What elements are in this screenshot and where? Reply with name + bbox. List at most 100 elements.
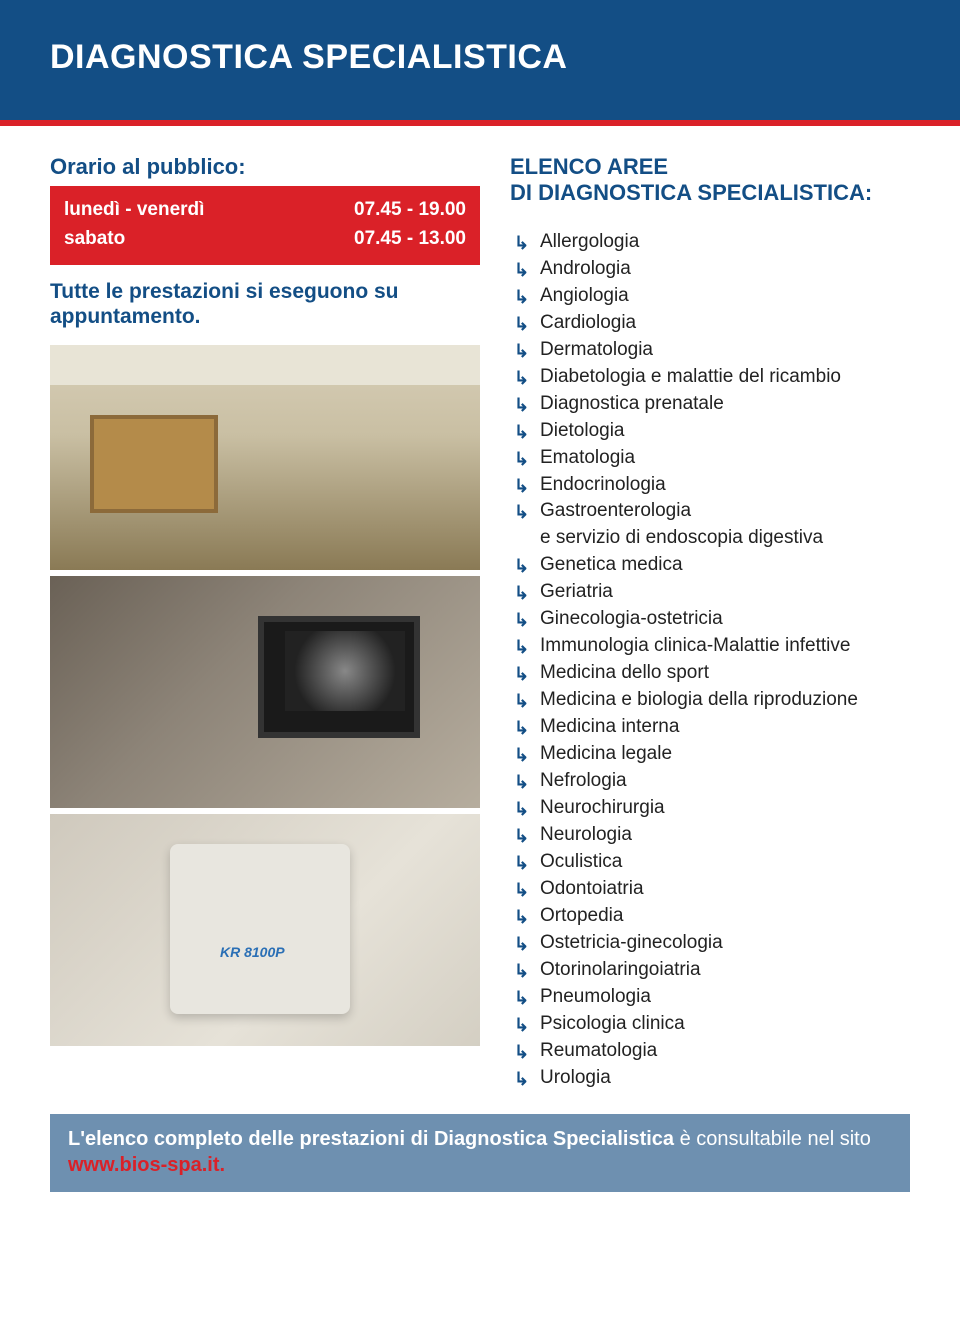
area-item: ↳ Neurochirurgia: [510, 795, 910, 822]
area-item: ↳ Allergologia: [510, 229, 910, 256]
area-label: Otorinolaringoiatria: [540, 959, 701, 980]
arrow-icon: ↳: [514, 500, 529, 526]
area-item: ↳ Gastroenterologia e servizio di endoscop…: [510, 498, 910, 552]
photo-ultrasound: [50, 576, 480, 808]
arrow-icon: ↳: [514, 797, 529, 823]
footer-bold: L'elenco completo delle prestazioni di D…: [68, 1128, 674, 1150]
area-label: Psicologia clinica: [540, 1013, 685, 1034]
area-label: Urologia: [540, 1067, 611, 1088]
area-item: ↳ Angiologia: [510, 283, 910, 310]
footer-rest: è consultabile nel sito: [674, 1128, 871, 1150]
area-item: ↳ Ematologia: [510, 445, 910, 472]
area-label: Dietologia: [540, 420, 625, 441]
area-item: ↳ Psicologia clinica: [510, 1011, 910, 1038]
area-label: Odontoiatria: [540, 878, 644, 899]
appointment-note: Tutte le prestazioni si eseguono su appu…: [50, 279, 480, 329]
area-item: ↳Ginecologia-ostetricia: [510, 606, 910, 633]
area-item: ↳ Ostetricia-ginecologia: [510, 930, 910, 957]
header-banner: DIAGNOSTICA SPECIALISTICA: [0, 0, 960, 120]
hours-row: lunedì - venerdì 07.45 - 19.00: [64, 196, 466, 225]
area-item: ↳ Diagnostica prenatale: [510, 391, 910, 418]
arrow-icon: ↳: [514, 878, 529, 904]
area-item: ↳ Genetica medica: [510, 552, 910, 579]
arrow-icon: ↳: [514, 851, 529, 877]
hours-days: lunedì - venerdì: [64, 196, 204, 225]
area-label: Ginecologia-ostetricia: [540, 608, 723, 629]
area-label: Diabetologia e malattie del ricambio: [540, 366, 841, 387]
photo-waiting-room: [50, 345, 480, 570]
area-label: Diagnostica prenatale: [540, 393, 724, 414]
area-item: ↳Neurologia: [510, 822, 910, 849]
area-label: Neurologia: [540, 824, 632, 845]
area-item: ↳Cardiologia: [510, 310, 910, 337]
arrow-icon: ↳: [514, 770, 529, 796]
area-label: Medicina interna: [540, 716, 679, 737]
areas-heading-line1: ELENCO AREE: [510, 154, 668, 179]
area-label: Cardiologia: [540, 312, 636, 333]
area-item: ↳Pneumologia: [510, 984, 910, 1011]
hours-days: sabato: [64, 225, 125, 254]
arrow-icon: ↳: [514, 905, 529, 931]
area-sublabel: e servizio di endoscopia digestiva: [540, 525, 910, 552]
arrow-icon: ↳: [514, 635, 529, 661]
area-item: ↳ Urologia: [510, 1065, 910, 1092]
area-label: Dermatologia: [540, 339, 653, 360]
right-column: ELENCO AREE DI DIAGNOSTICA SPECIALISTICA…: [510, 154, 910, 1092]
area-label: Medicina legale: [540, 743, 672, 764]
footer-note: L'elenco completo delle prestazioni di D…: [50, 1114, 910, 1192]
content-area: Orario al pubblico: lunedì - venerdì 07.…: [0, 126, 960, 1092]
arrow-icon: ↳: [514, 932, 529, 958]
area-label: Ematologia: [540, 447, 635, 468]
hours-heading: Orario al pubblico:: [50, 154, 480, 180]
area-label: Pneumologia: [540, 986, 651, 1007]
area-label: Gastroenterologia: [540, 500, 691, 521]
area-item: ↳Endocrinologia: [510, 472, 910, 499]
hours-row: sabato 07.45 - 13.00: [64, 225, 466, 254]
area-item: ↳ Immunologia clinica-Malattie infettive: [510, 633, 910, 660]
arrow-icon: ↳: [514, 366, 529, 392]
area-label: Ortopedia: [540, 905, 623, 926]
photo-eye-exam: [50, 814, 480, 1046]
arrow-icon: ↳: [514, 231, 529, 257]
arrow-icon: ↳: [514, 285, 529, 311]
arrow-icon: ↳: [514, 1067, 529, 1093]
area-item: ↳Andrologia: [510, 256, 910, 283]
arrow-icon: ↳: [514, 554, 529, 580]
area-item: ↳ Diabetologia e malattie del ricambio: [510, 364, 910, 391]
area-label: Reumatologia: [540, 1040, 657, 1061]
arrow-icon: ↳: [514, 716, 529, 742]
area-item: ↳ Dermatologia: [510, 337, 910, 364]
footer-link[interactable]: www.bios-spa.it.: [68, 1154, 225, 1176]
area-label: Angiologia: [540, 285, 629, 306]
area-label: Genetica medica: [540, 554, 683, 575]
arrow-icon: ↳: [514, 1013, 529, 1039]
arrow-icon: ↳: [514, 447, 529, 473]
area-item: ↳ Medicina dello sport: [510, 660, 910, 687]
left-column: Orario al pubblico: lunedì - venerdì 07.…: [50, 154, 480, 1092]
area-item: ↳ Otorinolaringoiatria: [510, 957, 910, 984]
area-item: ↳ Ortopedia: [510, 903, 910, 930]
area-label: Medicina dello sport: [540, 662, 709, 683]
area-item: ↳Oculistica: [510, 849, 910, 876]
area-label: Immunologia clinica-Malattie infettive: [540, 635, 850, 656]
area-label: Medicina e biologia della riproduzione: [540, 689, 858, 710]
area-label: Geriatria: [540, 581, 613, 602]
arrow-icon: ↳: [514, 339, 529, 365]
arrow-icon: ↳: [514, 743, 529, 769]
area-label: Endocrinologia: [540, 474, 666, 495]
arrow-icon: ↳: [514, 662, 529, 688]
area-label: Allergologia: [540, 231, 639, 252]
area-item: ↳ Odontoiatria: [510, 876, 910, 903]
area-item: ↳Nefrologia: [510, 768, 910, 795]
area-label: Neurochirurgia: [540, 797, 665, 818]
area-item: ↳Medicina e biologia della riproduzione: [510, 687, 910, 714]
arrow-icon: ↳: [514, 393, 529, 419]
hours-time: 07.45 - 13.00: [354, 225, 466, 254]
arrow-icon: ↳: [514, 420, 529, 446]
area-item: ↳Geriatria: [510, 579, 910, 606]
area-label: Ostetricia-ginecologia: [540, 932, 723, 953]
area-item: ↳ Medicina interna: [510, 714, 910, 741]
arrow-icon: ↳: [514, 959, 529, 985]
areas-list: ↳Allergologia↳Andrologia↳Angiologia↳Card…: [510, 229, 910, 1092]
area-item: ↳Reumatologia: [510, 1038, 910, 1065]
